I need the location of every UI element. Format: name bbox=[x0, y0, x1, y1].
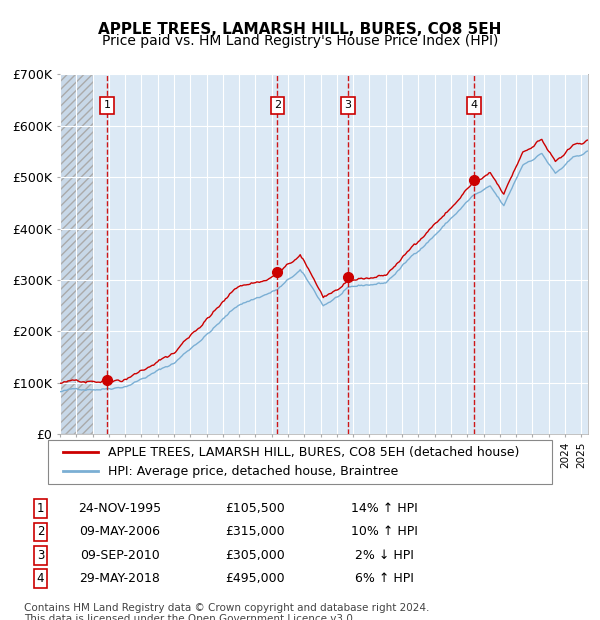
Bar bbox=[60, 74, 92, 434]
Text: 2: 2 bbox=[274, 100, 281, 110]
Text: 3: 3 bbox=[37, 549, 44, 562]
Text: 14% ↑ HPI: 14% ↑ HPI bbox=[351, 502, 418, 515]
Text: 4: 4 bbox=[37, 572, 44, 585]
FancyBboxPatch shape bbox=[48, 440, 552, 484]
Text: 2: 2 bbox=[37, 526, 44, 538]
Text: £305,000: £305,000 bbox=[225, 549, 285, 562]
Text: 10% ↑ HPI: 10% ↑ HPI bbox=[351, 526, 418, 538]
Text: £315,000: £315,000 bbox=[225, 526, 284, 538]
Text: APPLE TREES, LAMARSH HILL, BURES, CO8 5EH: APPLE TREES, LAMARSH HILL, BURES, CO8 5E… bbox=[98, 22, 502, 37]
Text: 3: 3 bbox=[344, 100, 352, 110]
Text: Contains HM Land Registry data © Crown copyright and database right 2024.
This d: Contains HM Land Registry data © Crown c… bbox=[24, 603, 430, 620]
Text: APPLE TREES, LAMARSH HILL, BURES, CO8 5EH (detached house): APPLE TREES, LAMARSH HILL, BURES, CO8 5E… bbox=[109, 446, 520, 459]
Text: 24-NOV-1995: 24-NOV-1995 bbox=[78, 502, 161, 515]
Text: £495,000: £495,000 bbox=[225, 572, 284, 585]
Text: £105,500: £105,500 bbox=[225, 502, 285, 515]
Text: 6% ↑ HPI: 6% ↑ HPI bbox=[355, 572, 414, 585]
Text: 2% ↓ HPI: 2% ↓ HPI bbox=[355, 549, 414, 562]
Text: 29-MAY-2018: 29-MAY-2018 bbox=[79, 572, 160, 585]
Text: 09-MAY-2006: 09-MAY-2006 bbox=[79, 526, 160, 538]
Text: HPI: Average price, detached house, Braintree: HPI: Average price, detached house, Brai… bbox=[109, 465, 399, 478]
Text: 1: 1 bbox=[37, 502, 44, 515]
Text: 09-SEP-2010: 09-SEP-2010 bbox=[80, 549, 160, 562]
Text: 4: 4 bbox=[470, 100, 478, 110]
Text: Price paid vs. HM Land Registry's House Price Index (HPI): Price paid vs. HM Land Registry's House … bbox=[102, 34, 498, 48]
Text: 1: 1 bbox=[104, 100, 110, 110]
